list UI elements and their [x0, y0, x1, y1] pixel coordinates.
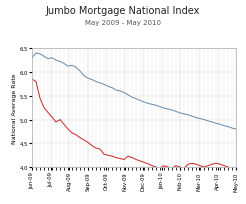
- 15-Yr Jumbo Mortgage National Average Rate: [167, 166, 169, 169]
- 15-Yr Jumbo Mortgage National Average Rate: [155, 166, 158, 169]
- Text: Jumbo Mortgage National Index: Jumbo Mortgage National Index: [46, 6, 200, 16]
- 30-Yr Jumbo Mortgage National Average Rate: [31, 57, 33, 60]
- 30-Yr Jumbo Mortgage National Average Rate: [159, 106, 162, 108]
- Line: 15-Yr Jumbo Mortgage National Average Rate: 15-Yr Jumbo Mortgage National Average Ra…: [32, 80, 236, 168]
- 15-Yr Jumbo Mortgage National Average Rate: [235, 167, 238, 170]
- 30-Yr Jumbo Mortgage National Average Rate: [34, 52, 37, 55]
- 15-Yr Jumbo Mortgage National Average Rate: [127, 155, 130, 158]
- Text: May 2009 - May 2010: May 2009 - May 2010: [85, 20, 161, 26]
- 15-Yr Jumbo Mortgage National Average Rate: [103, 153, 106, 156]
- 30-Yr Jumbo Mortgage National Average Rate: [50, 57, 53, 60]
- 15-Yr Jumbo Mortgage National Average Rate: [46, 112, 49, 114]
- 30-Yr Jumbo Mortgage National Average Rate: [107, 86, 109, 88]
- 30-Yr Jumbo Mortgage National Average Rate: [167, 108, 169, 111]
- Line: 30-Yr Jumbo Mortgage National Average Rate: 30-Yr Jumbo Mortgage National Average Ra…: [32, 54, 236, 129]
- 30-Yr Jumbo Mortgage National Average Rate: [131, 96, 134, 99]
- 15-Yr Jumbo Mortgage National Average Rate: [223, 165, 226, 167]
- 30-Yr Jumbo Mortgage National Average Rate: [235, 128, 238, 131]
- Y-axis label: National Average Rate: National Average Rate: [12, 73, 17, 143]
- 30-Yr Jumbo Mortgage National Average Rate: [223, 125, 226, 127]
- 15-Yr Jumbo Mortgage National Average Rate: [159, 167, 162, 170]
- 15-Yr Jumbo Mortgage National Average Rate: [31, 79, 33, 81]
